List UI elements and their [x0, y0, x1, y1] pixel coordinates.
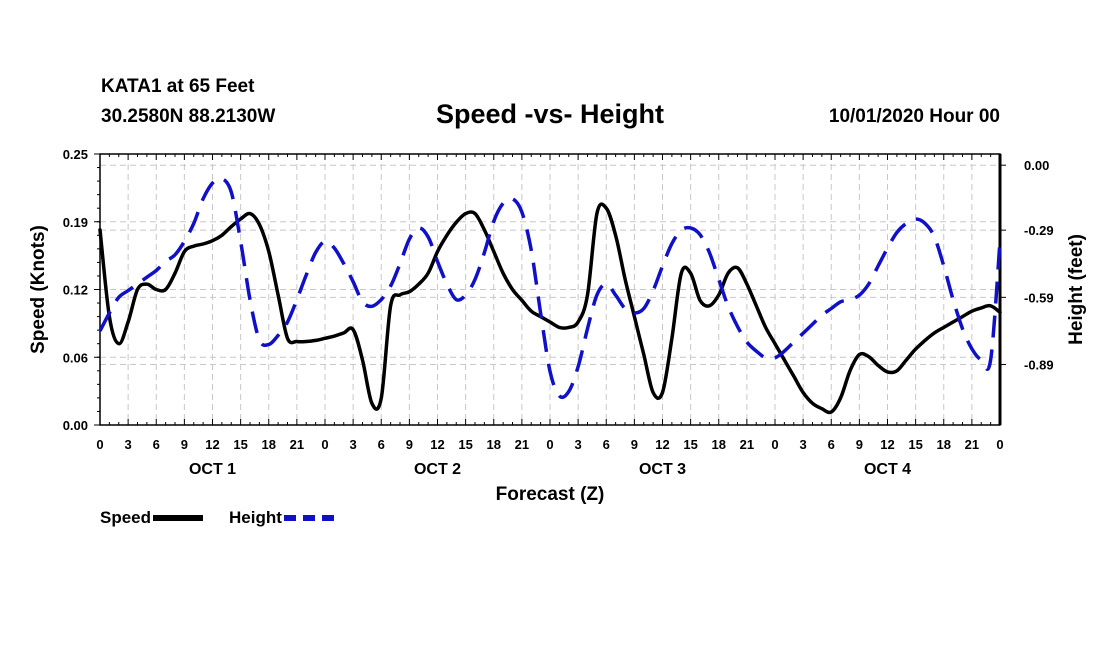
x-tick-label: 12 — [880, 437, 894, 452]
y-right-axis-label: Height (feet) — [1066, 234, 1087, 345]
x-tick-label: 15 — [908, 437, 922, 452]
x-tick-label: 3 — [800, 437, 807, 452]
legend-speed-swatch — [153, 515, 204, 521]
x-tick-label: 9 — [631, 437, 638, 452]
x-tick-label: 21 — [290, 437, 304, 452]
y-left-axis-label: Speed (Knots) — [28, 225, 49, 354]
series-line-height — [98, 176, 1002, 400]
x-tick-label: 21 — [740, 437, 754, 452]
x-tick-label: 6 — [603, 437, 610, 452]
y-right-tick-label: -0.89 — [1024, 358, 1054, 373]
coordinates-label: 30.2580N 88.2130W — [101, 106, 276, 127]
x-tick-label: 0 — [96, 437, 103, 452]
y-left-tick-label: 0.19 — [63, 215, 88, 230]
y-left-tick-label: 0.00 — [63, 418, 88, 433]
x-tick-label: 12 — [430, 437, 444, 452]
day-label: OCT 3 — [639, 461, 686, 478]
x-tick-label: 18 — [262, 437, 276, 452]
x-tick-label: 9 — [406, 437, 413, 452]
x-tick-label: 3 — [125, 437, 132, 452]
x-tick-label: 12 — [205, 437, 219, 452]
day-label: OCT 4 — [864, 461, 911, 478]
legend-height-label: Height — [229, 508, 282, 527]
x-tick-label: 0 — [321, 437, 328, 452]
station-label: KATA1 at 65 Feet — [101, 76, 255, 97]
series-line-speed — [98, 202, 1002, 415]
x-tick-label: 18 — [712, 437, 726, 452]
y-right-tick-label: -0.29 — [1024, 223, 1054, 238]
x-tick-label: 0 — [546, 437, 553, 452]
forecast-datetime: 10/01/2020 Hour 00 — [828, 106, 1000, 127]
chart-title: Speed -vs- Height — [435, 99, 665, 129]
x-tick-label: 9 — [181, 437, 188, 452]
x-tick-label: 3 — [575, 437, 582, 452]
x-tick-label: 9 — [856, 437, 863, 452]
x-tick-label: 21 — [515, 437, 529, 452]
x-tick-label: 12 — [655, 437, 669, 452]
legend-speed-label: Speed — [100, 508, 152, 527]
y-left-tick-label: 0.06 — [63, 350, 88, 365]
y-left-tick-label: 0.12 — [63, 283, 88, 298]
y-left-tick-label: 0.25 — [63, 147, 88, 162]
x-tick-label: 18 — [487, 437, 501, 452]
x-tick-label: 0 — [996, 437, 1003, 452]
x-axis-label: Forecast (Z) — [496, 484, 605, 505]
x-tick-label: 15 — [458, 437, 472, 452]
y-right-tick-label: 0.00 — [1024, 158, 1049, 173]
day-label: OCT 1 — [189, 461, 236, 478]
x-tick-label: 6 — [153, 437, 160, 452]
legend-height: Height — [229, 508, 334, 528]
x-tick-label: 15 — [683, 437, 697, 452]
x-tick-label: 6 — [378, 437, 385, 452]
x-tick-label: 21 — [965, 437, 979, 452]
x-tick-label: 0 — [771, 437, 778, 452]
x-tick-label: 15 — [233, 437, 247, 452]
x-tick-label: 6 — [828, 437, 835, 452]
x-tick-label: 3 — [350, 437, 357, 452]
legend-height-swatch — [283, 515, 334, 521]
x-tick-label: 18 — [937, 437, 951, 452]
y-right-tick-label: -0.59 — [1024, 290, 1054, 305]
legend-speed: Speed — [100, 508, 204, 528]
day-label: OCT 2 — [414, 461, 461, 478]
